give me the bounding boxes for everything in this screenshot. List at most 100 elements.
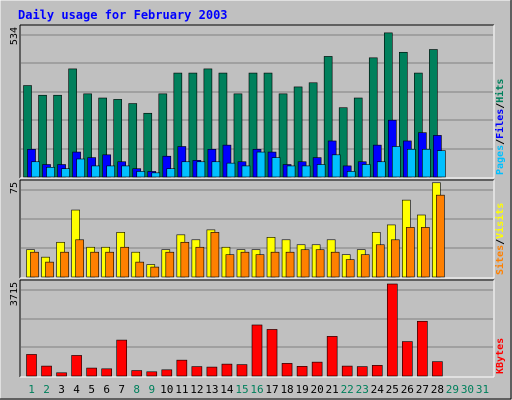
bar-kbytes-day-11 [176, 359, 188, 377]
bar-kbytes-day-22 [341, 365, 353, 377]
bar-sites-day-24 [375, 244, 385, 278]
x-tick-label-day-31: 31 [476, 383, 489, 396]
bar-pages-day-1 [31, 161, 40, 178]
bar-pages-day-15 [241, 165, 251, 178]
bar-pages-day-3 [61, 168, 70, 178]
x-tick-label-day-2: 2 [43, 383, 50, 396]
y-max-label: 3715 [9, 282, 20, 306]
bar-kbytes-day-10 [161, 369, 173, 377]
x-tick-label-day-23: 23 [356, 383, 369, 396]
bar-kbytes-day-27 [417, 320, 428, 377]
bar-sites-day-10 [165, 251, 175, 278]
x-tick-label-day-16: 16 [250, 383, 263, 396]
legend-item: / [495, 103, 506, 109]
x-tick-label-day-15: 15 [235, 383, 248, 396]
bar-pages-day-6 [106, 165, 115, 178]
panels-group: 534 Pages/Files/Hits 75 Sites / Visits 3715 KBy… [9, 24, 506, 378]
bar-pages-day-7 [121, 165, 131, 178]
bar-kbytes-day-1 [26, 354, 37, 377]
bar-pages-day-26 [407, 148, 416, 178]
legend-item: / [495, 139, 506, 145]
bar-kbytes-day-23 [356, 366, 368, 377]
bar-pages-day-11 [181, 161, 191, 178]
legend-item: Pages [495, 145, 506, 175]
bar-kbytes-day-3 [56, 372, 67, 377]
bar-pages-day-20 [316, 164, 326, 178]
x-tick-label-day-1: 1 [28, 383, 35, 396]
bar-sites-day-16 [255, 254, 265, 278]
bar-kbytes-day-16 [251, 324, 263, 377]
bar-pages-day-27 [422, 148, 431, 178]
x-tick-label-day-25: 25 [386, 383, 399, 396]
x-tick-label-day-21: 21 [326, 383, 339, 396]
legend: Pages/Files/Hits [494, 79, 506, 175]
bar-pages-day-19 [301, 165, 311, 178]
x-tick-label-day-24: 24 [371, 383, 385, 396]
bar-sites-day-23 [360, 254, 370, 278]
x-tick-label-day-14: 14 [220, 383, 234, 396]
chart-title: Daily usage for February 2003 [18, 8, 228, 22]
bar-pages-day-4 [76, 158, 85, 178]
legend-item: Sites [494, 245, 506, 275]
x-tick-label-day-27: 27 [416, 383, 429, 396]
legend-item: Files [494, 109, 506, 139]
legend-item: Hits [494, 79, 506, 103]
bar-sites-day-18 [285, 251, 295, 278]
bar-pages-day-14 [226, 162, 236, 178]
bar-pages-day-17 [271, 157, 281, 178]
bar-sites-day-8 [135, 261, 145, 278]
bar-kbytes-day-8 [131, 370, 143, 377]
y-max-label: 534 [9, 27, 20, 45]
bar-kbytes-day-13 [206, 366, 218, 377]
bar-sites-day-28 [436, 194, 445, 278]
bar-kbytes-day-14 [221, 363, 233, 377]
bar-pages-day-12 [196, 161, 206, 178]
bar-kbytes-day-28 [432, 361, 443, 377]
bar-sites-day-4 [75, 239, 84, 278]
bar-kbytes-day-2 [41, 365, 52, 377]
bar-kbytes-day-17 [266, 329, 278, 377]
bar-pages-day-18 [286, 165, 296, 178]
bar-hits-day-9 [143, 112, 153, 178]
bar-kbytes-day-26 [402, 341, 413, 377]
x-tick-label-day-29: 29 [446, 383, 459, 396]
bar-pages-day-2 [46, 166, 55, 178]
x-tick-label-day-26: 26 [401, 383, 414, 396]
bar-kbytes-day-18 [281, 363, 293, 377]
bar-kbytes-day-15 [236, 364, 248, 377]
bar-sites-day-11 [180, 241, 190, 278]
x-tick-label-day-11: 11 [175, 383, 188, 396]
bar-sites-day-21 [330, 251, 340, 278]
y-max-label: 75 [9, 182, 20, 194]
x-tick-label-day-19: 19 [295, 383, 308, 396]
bar-sites-day-19 [300, 249, 310, 278]
bar-sites-day-26 [406, 227, 415, 278]
bar-pages-day-24 [376, 161, 386, 178]
bar-pages-day-22 [346, 171, 356, 178]
x-tick-label-day-5: 5 [88, 383, 95, 396]
bar-sites-day-3 [60, 251, 69, 278]
bar-pages-day-5 [91, 165, 100, 178]
legend: KBytes [495, 338, 506, 374]
bar-kbytes-day-5 [86, 367, 97, 377]
x-tick-label-day-20: 20 [311, 383, 324, 396]
x-tick-label-day-8: 8 [133, 383, 140, 396]
bar-kbytes-day-6 [101, 368, 112, 377]
bar-sites-day-5 [90, 251, 99, 278]
bar-pages-day-21 [331, 154, 341, 178]
legend-item: Visits [494, 203, 506, 239]
legend-item: KBytes [495, 338, 506, 374]
x-tick-label-day-4: 4 [73, 383, 80, 396]
x-tick-label-day-3: 3 [58, 383, 65, 396]
bar-kbytes-day-4 [71, 355, 82, 377]
bar-pages-day-23 [361, 164, 371, 178]
bar-kbytes-day-19 [296, 366, 308, 377]
x-tick-label-day-22: 22 [341, 383, 354, 396]
bar-sites-day-6 [105, 251, 114, 278]
bar-sites-day-13 [210, 232, 220, 278]
bar-sites-day-22 [345, 259, 355, 278]
bar-kbytes-day-24 [371, 365, 383, 377]
bar-sites-day-15 [240, 251, 250, 278]
bar-kbytes-day-20 [311, 361, 323, 377]
